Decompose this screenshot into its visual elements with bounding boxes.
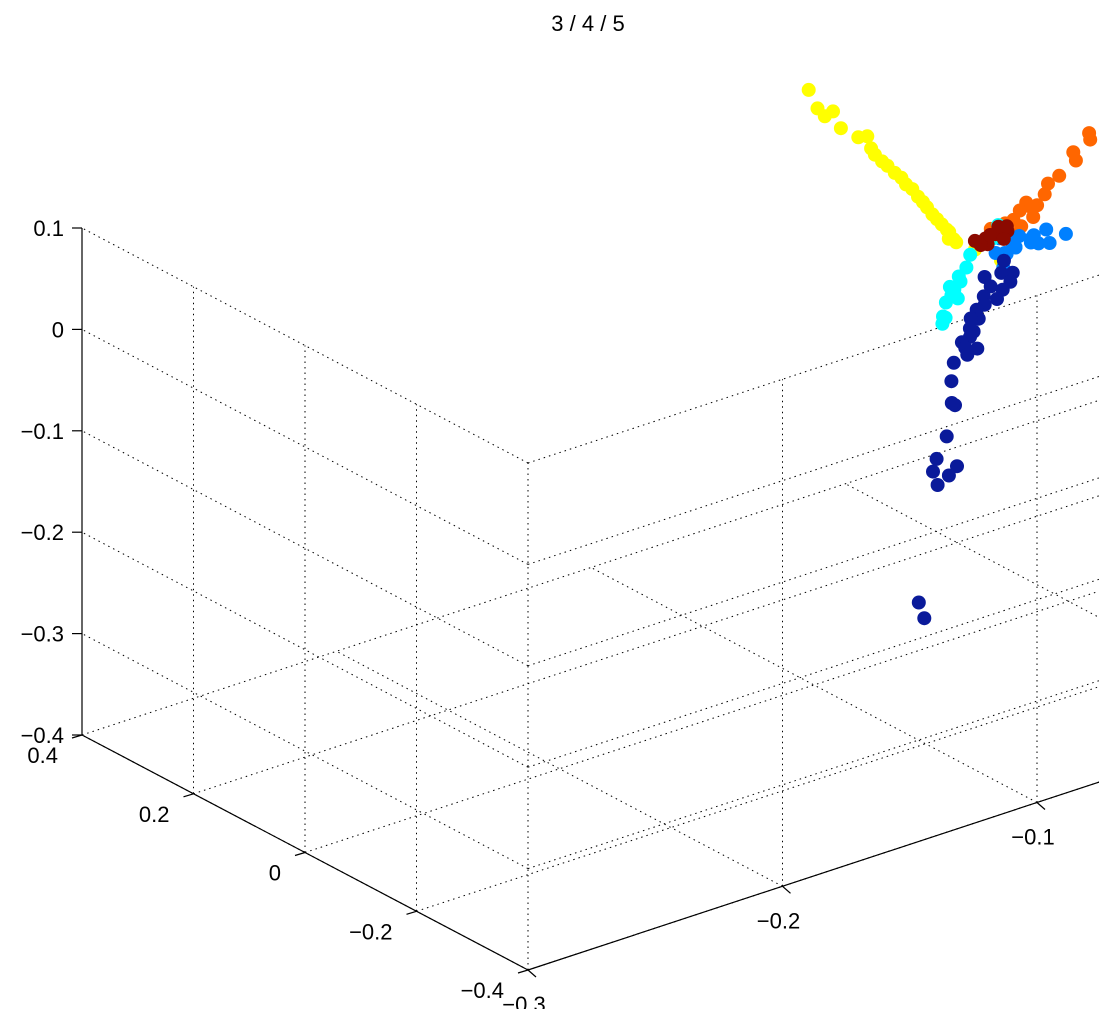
scatter-point-series-5 [960, 347, 975, 362]
scatter-point-series-5 [996, 253, 1011, 268]
scatter-point-series-2 [1052, 168, 1067, 183]
tick-layer: −0.4−0.3−0.2−0.100.1−0.4−0.200.20.4−0.3−… [21, 216, 1055, 1009]
grid-line [527, 781, 1099, 971]
scatter-point-series-4 [951, 269, 966, 284]
scatter-point-series-4 [942, 279, 957, 294]
y-tick-mark [406, 910, 417, 915]
scatter-point-series-5 [944, 396, 959, 410]
scatter-point-series-1 [817, 109, 832, 124]
scatter-point-series-2 [1012, 203, 1027, 218]
grid-layer [81, 227, 1099, 971]
grid-line [81, 633, 529, 870]
scatter-point-series-5 [963, 311, 978, 326]
y-tick-mark [294, 851, 306, 857]
grid-line [193, 495, 1099, 795]
grid-line [336, 650, 783, 887]
z-tick-label: 0 [52, 317, 64, 342]
scatter-point-series-1 [833, 121, 848, 136]
scatter-point-series-4 [950, 291, 965, 306]
y-tick-label: 0 [269, 861, 281, 886]
x-tick-label: −0.2 [757, 908, 800, 933]
grid-line [527, 680, 1099, 870]
y-tick-label: 0.2 [139, 802, 170, 827]
scatter-point-series-1 [860, 129, 875, 144]
scatter-point-series-6 [996, 231, 1011, 246]
scatter-point-series-6 [967, 233, 982, 248]
scatter-point-series-2 [1041, 176, 1055, 191]
grid-line [527, 274, 1099, 464]
y-tick-label: −0.4 [461, 978, 504, 1003]
z-tick-label: −0.1 [21, 419, 64, 444]
scatter-point-series-5 [994, 265, 1009, 280]
y-tick-mark [183, 793, 194, 798]
grid-line [845, 483, 1099, 618]
z-tick-label: 0.1 [33, 216, 64, 241]
scatter-point-series-5 [939, 429, 954, 444]
scatter-point-series-5 [911, 595, 926, 610]
x-tick-mark [1036, 802, 1046, 810]
scatter-point-series-4 [938, 295, 953, 310]
chart-title: 3 / 4 / 5 [551, 11, 624, 36]
scatter-point-series-4 [963, 247, 978, 262]
grid-line [304, 590, 1099, 853]
grid-line [527, 781, 1099, 971]
scatter-point-series-5 [983, 279, 998, 294]
scatter-point-series-3 [1039, 222, 1054, 237]
scatter-point-series-5 [950, 459, 964, 474]
scatter-point-series-2 [1068, 153, 1083, 168]
z-tick-label: −0.2 [21, 520, 64, 545]
grid-line [81, 328, 529, 565]
scatter-point-series-6 [983, 228, 998, 242]
scatter-point-series-5 [944, 374, 959, 389]
scatter-point-series-3 [1058, 226, 1073, 241]
scatter-point-series-4 [936, 309, 950, 324]
scatter-point-series-5 [929, 451, 944, 466]
scatter-point-series-3 [1042, 236, 1057, 250]
scatter-point-series-2 [1083, 132, 1098, 147]
axis-layer [71, 227, 1099, 978]
z-tick-label: −0.3 [21, 622, 64, 647]
points-layer [801, 82, 1098, 626]
scatter-point-series-5 [946, 355, 961, 370]
y-tick-label: 0.4 [27, 743, 58, 768]
scatter-point-series-3 [1025, 230, 1040, 245]
scatter-point-series-5 [930, 478, 945, 492]
scatter-point-series-5 [941, 468, 956, 483]
scatter-point-series-5 [970, 341, 985, 356]
scatter-point-series-1 [942, 230, 957, 245]
x-tick-label: −0.3 [502, 992, 545, 1009]
y-tick-mark [517, 969, 529, 974]
z-tick-label: −0.4 [21, 723, 64, 748]
y-tick-mark [71, 734, 83, 739]
x-tick-mark [782, 885, 791, 894]
scatter-point-series-6 [999, 219, 1014, 234]
grid-line [416, 686, 1099, 912]
x-axis-line [527, 781, 1099, 971]
x-tick-label: −0.1 [1011, 825, 1054, 850]
grid-line [81, 399, 1099, 736]
x-tick-mark [527, 969, 537, 978]
grid-line [81, 531, 529, 768]
grid-line [527, 578, 1099, 768]
scatter-point-series-2 [1037, 187, 1052, 202]
grid-line [527, 477, 1099, 667]
scatter-point-series-5 [990, 292, 1004, 306]
scatter-point-series-5 [917, 611, 932, 626]
scatter-point-series-5 [926, 464, 940, 479]
grid-line [590, 567, 1038, 803]
scatter-point-series-1 [801, 82, 816, 97]
scatter-point-series-2 [1026, 210, 1041, 224]
y-tick-label: −0.2 [349, 919, 392, 944]
